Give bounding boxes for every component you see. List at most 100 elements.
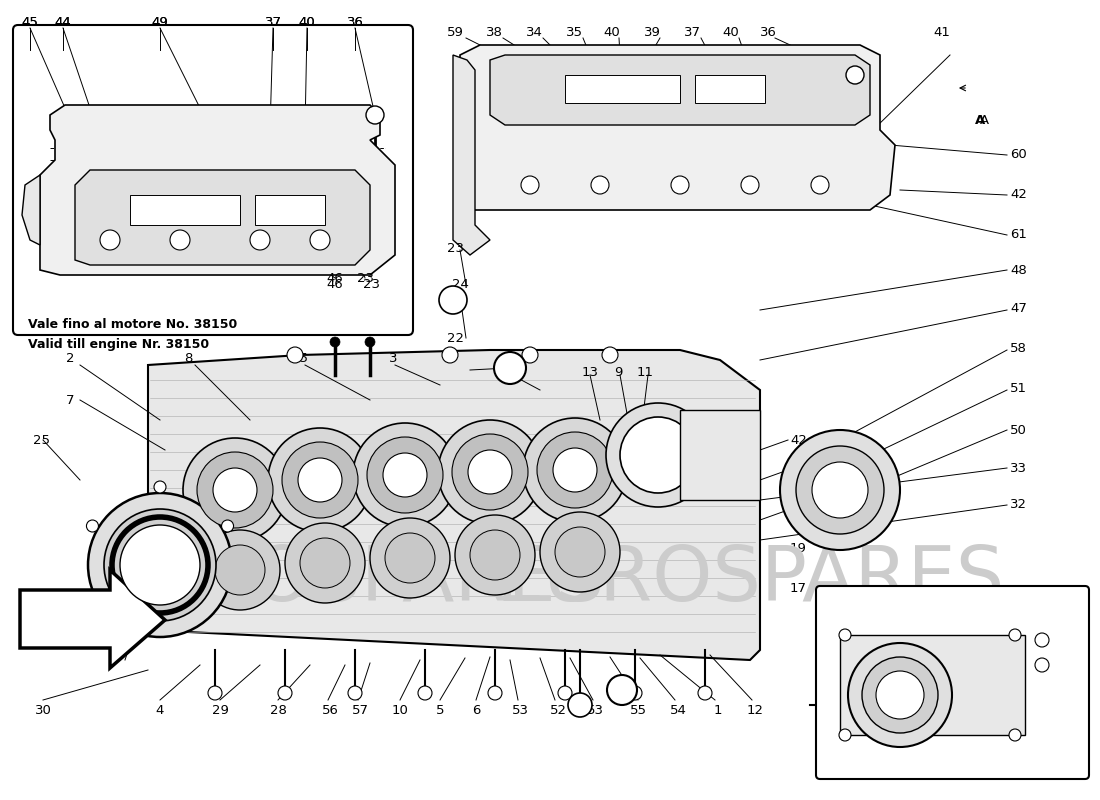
Text: 10: 10	[392, 703, 408, 717]
Text: 53: 53	[586, 703, 604, 717]
Text: Valid till engine Nr. 38321: Valid till engine Nr. 38321	[826, 758, 987, 768]
Text: 48: 48	[967, 723, 983, 737]
Text: 1: 1	[714, 703, 723, 717]
Text: 40: 40	[723, 26, 739, 38]
Circle shape	[438, 420, 542, 524]
Text: 16: 16	[650, 437, 667, 450]
Text: 27: 27	[111, 591, 129, 605]
Text: A: A	[894, 688, 905, 702]
FancyBboxPatch shape	[13, 25, 412, 335]
Circle shape	[556, 527, 605, 577]
FancyBboxPatch shape	[816, 586, 1089, 779]
Circle shape	[606, 403, 710, 507]
Polygon shape	[148, 350, 760, 660]
Text: 46: 46	[327, 271, 343, 285]
Circle shape	[812, 462, 868, 518]
Circle shape	[385, 533, 435, 583]
Circle shape	[848, 643, 952, 747]
Circle shape	[367, 437, 443, 513]
Text: 22: 22	[447, 331, 463, 345]
Circle shape	[300, 538, 350, 588]
Text: 5: 5	[436, 703, 444, 717]
Circle shape	[370, 518, 450, 598]
Text: A: A	[975, 114, 986, 126]
Text: 50: 50	[926, 602, 944, 614]
Circle shape	[418, 686, 432, 700]
Text: 14: 14	[502, 366, 518, 378]
Text: 17: 17	[790, 582, 807, 594]
Circle shape	[455, 515, 535, 595]
Bar	[130, 195, 240, 225]
Circle shape	[348, 686, 362, 700]
Bar	[255, 195, 324, 225]
Text: 43: 43	[884, 602, 901, 614]
Text: 45: 45	[22, 15, 38, 29]
Text: 4: 4	[156, 703, 164, 717]
Text: 52: 52	[550, 703, 566, 717]
Circle shape	[197, 452, 273, 528]
Text: 59: 59	[447, 26, 463, 38]
Circle shape	[120, 525, 200, 605]
Text: 34: 34	[526, 26, 542, 38]
Circle shape	[470, 530, 520, 580]
Text: 46: 46	[327, 278, 343, 291]
Circle shape	[366, 106, 384, 124]
Circle shape	[278, 686, 292, 700]
Text: 53: 53	[512, 703, 528, 717]
Text: 18: 18	[984, 703, 1001, 717]
Text: 36: 36	[760, 26, 777, 38]
Text: 23: 23	[363, 278, 381, 291]
Circle shape	[452, 434, 528, 510]
Text: 24: 24	[452, 278, 469, 291]
Circle shape	[522, 347, 538, 363]
Circle shape	[862, 657, 938, 733]
Circle shape	[213, 468, 257, 512]
Text: 51: 51	[1010, 382, 1027, 394]
Circle shape	[521, 176, 539, 194]
Circle shape	[591, 176, 609, 194]
Polygon shape	[490, 55, 870, 125]
Text: 19: 19	[790, 542, 807, 554]
Circle shape	[537, 432, 613, 508]
Circle shape	[310, 230, 330, 250]
Text: 8: 8	[184, 351, 192, 365]
Circle shape	[522, 418, 627, 522]
Text: 21: 21	[619, 437, 637, 450]
Circle shape	[439, 286, 468, 314]
Circle shape	[1009, 729, 1021, 741]
Text: 11: 11	[637, 366, 653, 378]
Text: 61: 61	[1010, 229, 1027, 242]
Text: 56: 56	[321, 703, 339, 717]
Circle shape	[200, 530, 280, 610]
Circle shape	[383, 453, 427, 497]
Text: EUROSPARES: EUROSPARES	[96, 543, 605, 617]
Circle shape	[170, 230, 190, 250]
Circle shape	[100, 230, 120, 250]
Text: 29: 29	[211, 703, 229, 717]
Circle shape	[88, 493, 232, 637]
Polygon shape	[75, 170, 370, 265]
Text: 41: 41	[934, 26, 950, 38]
Circle shape	[698, 686, 712, 700]
Text: 55: 55	[629, 703, 647, 717]
Text: 44: 44	[55, 15, 72, 29]
Bar	[680, 410, 760, 500]
Circle shape	[1035, 633, 1049, 647]
Circle shape	[282, 442, 358, 518]
Polygon shape	[460, 45, 895, 210]
Text: 40: 40	[604, 26, 620, 38]
Text: 30: 30	[34, 703, 52, 717]
Text: 37: 37	[264, 15, 282, 29]
Circle shape	[553, 448, 597, 492]
Text: 36: 36	[346, 15, 363, 29]
Circle shape	[104, 509, 216, 621]
Circle shape	[741, 176, 759, 194]
Text: 47: 47	[1010, 302, 1027, 314]
Text: 3: 3	[388, 351, 397, 365]
Circle shape	[183, 438, 287, 542]
Circle shape	[488, 686, 502, 700]
Text: 36: 36	[346, 15, 363, 29]
Circle shape	[268, 428, 372, 532]
Circle shape	[628, 686, 642, 700]
Text: 6: 6	[472, 703, 481, 717]
